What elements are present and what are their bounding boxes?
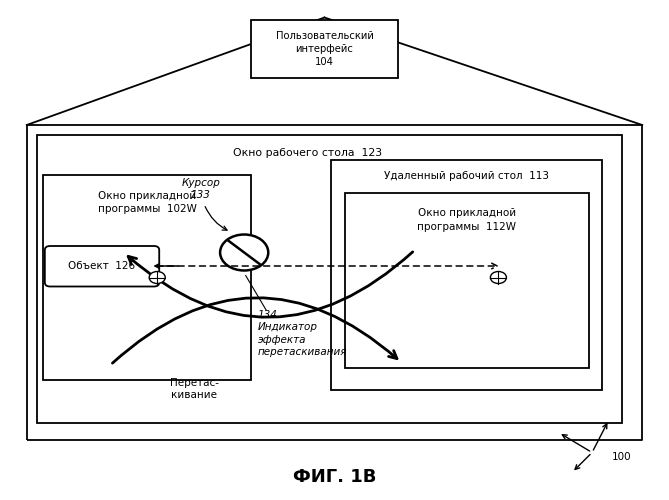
FancyBboxPatch shape <box>37 135 622 422</box>
Text: 134
Индикатор
эффекта
перетаскивания: 134 Индикатор эффекта перетаскивания <box>258 310 347 357</box>
Text: Удаленный рабочий стол  113: Удаленный рабочий стол 113 <box>384 171 549 181</box>
Circle shape <box>220 234 268 270</box>
Circle shape <box>149 272 165 283</box>
Text: ФИГ. 1В: ФИГ. 1В <box>293 468 376 486</box>
Text: Пользовательский
интерфейс
104: Пользовательский интерфейс 104 <box>276 30 373 67</box>
Text: 100: 100 <box>612 452 632 462</box>
Text: Перетас-
кивание: Перетас- кивание <box>169 378 219 400</box>
Circle shape <box>490 272 506 283</box>
FancyBboxPatch shape <box>45 246 159 286</box>
Text: Окно прикладной
программы  112W: Окно прикладной программы 112W <box>417 208 516 232</box>
FancyBboxPatch shape <box>43 175 251 380</box>
Text: Объект  126: Объект 126 <box>68 261 136 271</box>
FancyBboxPatch shape <box>331 160 602 390</box>
FancyBboxPatch shape <box>251 20 398 78</box>
Text: Курсор
133: Курсор 133 <box>181 178 220 200</box>
Text: Окно рабочего стола  123: Окно рабочего стола 123 <box>233 148 382 158</box>
FancyBboxPatch shape <box>345 192 589 368</box>
Text: Окно прикладной
программы  102W: Окно прикладной программы 102W <box>98 191 197 214</box>
